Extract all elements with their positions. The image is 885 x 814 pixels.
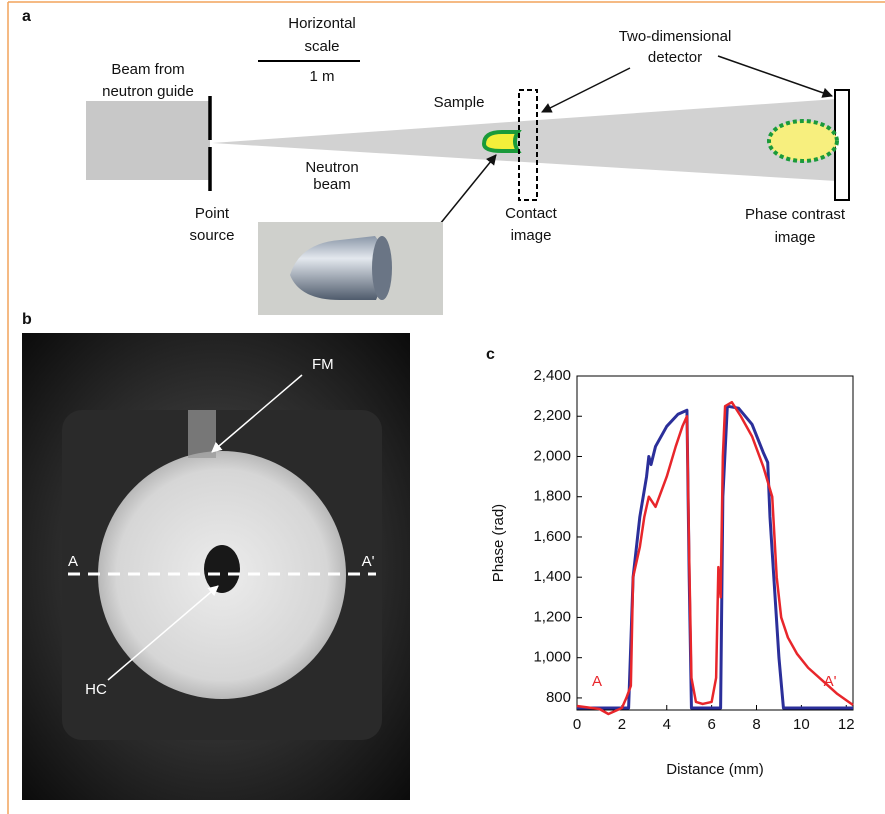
image-label: A <box>68 553 78 570</box>
panel-label: a <box>22 8 31 25</box>
image-label: FM <box>312 356 334 373</box>
guide-beam <box>86 101 210 180</box>
image-label: A' <box>362 553 375 570</box>
label: Horizontal <box>288 15 356 32</box>
label: Sample <box>434 94 485 111</box>
plot-frame <box>577 376 853 710</box>
y-tick-label: 1,000 <box>533 649 571 666</box>
bullet-base <box>372 236 392 300</box>
label: image <box>511 227 552 244</box>
figure: a Horizontal scale 1 m Beam from neutron… <box>0 0 885 814</box>
label: Point <box>195 205 230 222</box>
diagram: a Horizontal scale 1 m Beam from neutron… <box>22 8 849 315</box>
y-tick-label: 800 <box>546 689 571 706</box>
y-tick-label: 2,200 <box>533 407 571 424</box>
label: source <box>189 227 234 244</box>
x-tick-label: 8 <box>752 716 760 733</box>
annotation: A <box>592 673 602 690</box>
label: Contact <box>505 205 558 222</box>
hole <box>204 545 240 593</box>
y-tick-label: 1,800 <box>533 488 571 505</box>
neutron-image: b FM HC A A' <box>22 311 410 800</box>
fm-region <box>188 410 216 458</box>
y-tick-label: 2,000 <box>533 447 571 464</box>
phase-image <box>769 121 837 161</box>
label: Neutron <box>305 159 358 176</box>
label: Phase contrast <box>745 206 846 223</box>
label: Two-dimensional <box>619 28 732 45</box>
x-tick-label: 4 <box>663 716 671 733</box>
y-tick-label: 1,200 <box>533 608 571 625</box>
series-line <box>577 402 853 714</box>
y-axis-title: Phase (rad) <box>490 504 507 582</box>
label: detector <box>648 49 702 66</box>
x-tick-label: 0 <box>573 716 581 733</box>
sample <box>484 132 518 151</box>
label: neutron guide <box>102 83 194 100</box>
y-tick-label: 1,400 <box>533 568 571 585</box>
label: 1 m <box>309 68 334 85</box>
panel-label: b <box>22 311 32 328</box>
y-tick-label: 2,400 <box>533 367 571 384</box>
arrow <box>542 68 630 112</box>
label: image <box>775 229 816 246</box>
x-tick-label: 6 <box>707 716 715 733</box>
label: Beam from <box>111 61 184 78</box>
x-tick-label: 12 <box>838 716 855 733</box>
series-line <box>577 406 853 708</box>
arrow <box>718 56 832 96</box>
x-tick-label: 2 <box>618 716 626 733</box>
label: scale <box>304 38 339 55</box>
y-tick-label: 1,600 <box>533 528 571 545</box>
arrow <box>440 155 496 224</box>
label: beam <box>313 176 351 193</box>
x-axis-title: Distance (mm) <box>666 761 764 778</box>
panel-label: c <box>486 346 495 363</box>
x-tick-label: 10 <box>793 716 810 733</box>
image-label: HC <box>85 681 107 698</box>
